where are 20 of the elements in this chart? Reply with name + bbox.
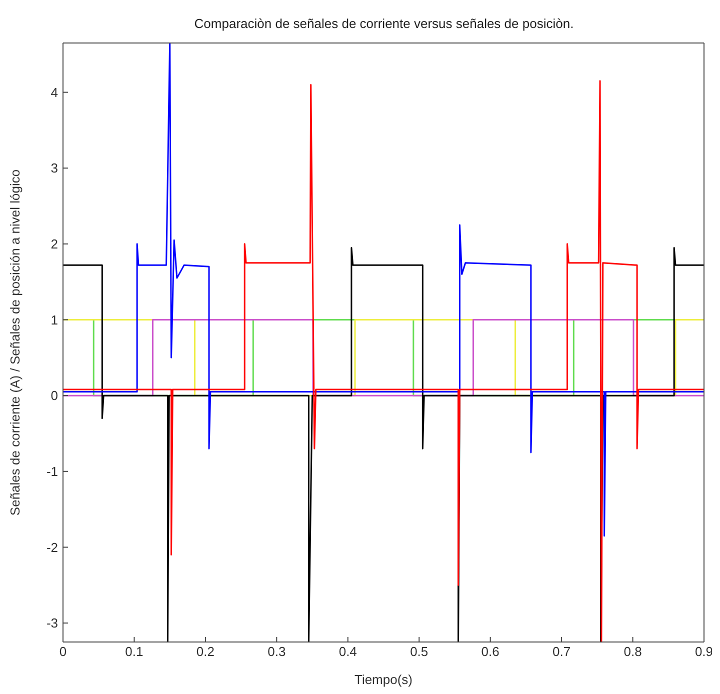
x-tick-label: 0.4 [338,644,357,660]
x-tick-label: 0.5 [410,644,428,660]
y-tick-label: 2 [50,236,58,252]
y-tick-label: 0 [50,388,58,404]
x-tick-label: 0.9 [694,644,714,660]
x-tick-label: 0.3 [268,644,286,660]
x-tick-label: 0.1 [125,644,144,660]
y-tick-label: -3 [46,616,58,631]
y-tick-label: 3 [50,160,58,176]
chart-title: Comparaciòn de señales de corriente versus señales de posiciòn. [193,16,575,31]
y-axis-title: Señales de corriente (A) / Señales de posición a nivel lógico [8,169,23,516]
y-tick-label: 1 [50,312,58,328]
x-tick-label: 0.2 [196,644,214,660]
x-tick-label: 0.6 [481,644,500,660]
y-tick-label: -2 [46,540,58,555]
y-tick-label: -1 [46,464,58,480]
x-tick-label: 0.7 [552,644,571,660]
y-tick-label: 4 [50,84,58,100]
x-axis-title: Tiempo(s) [354,672,413,687]
x-tick-label: 0.8 [624,644,642,660]
